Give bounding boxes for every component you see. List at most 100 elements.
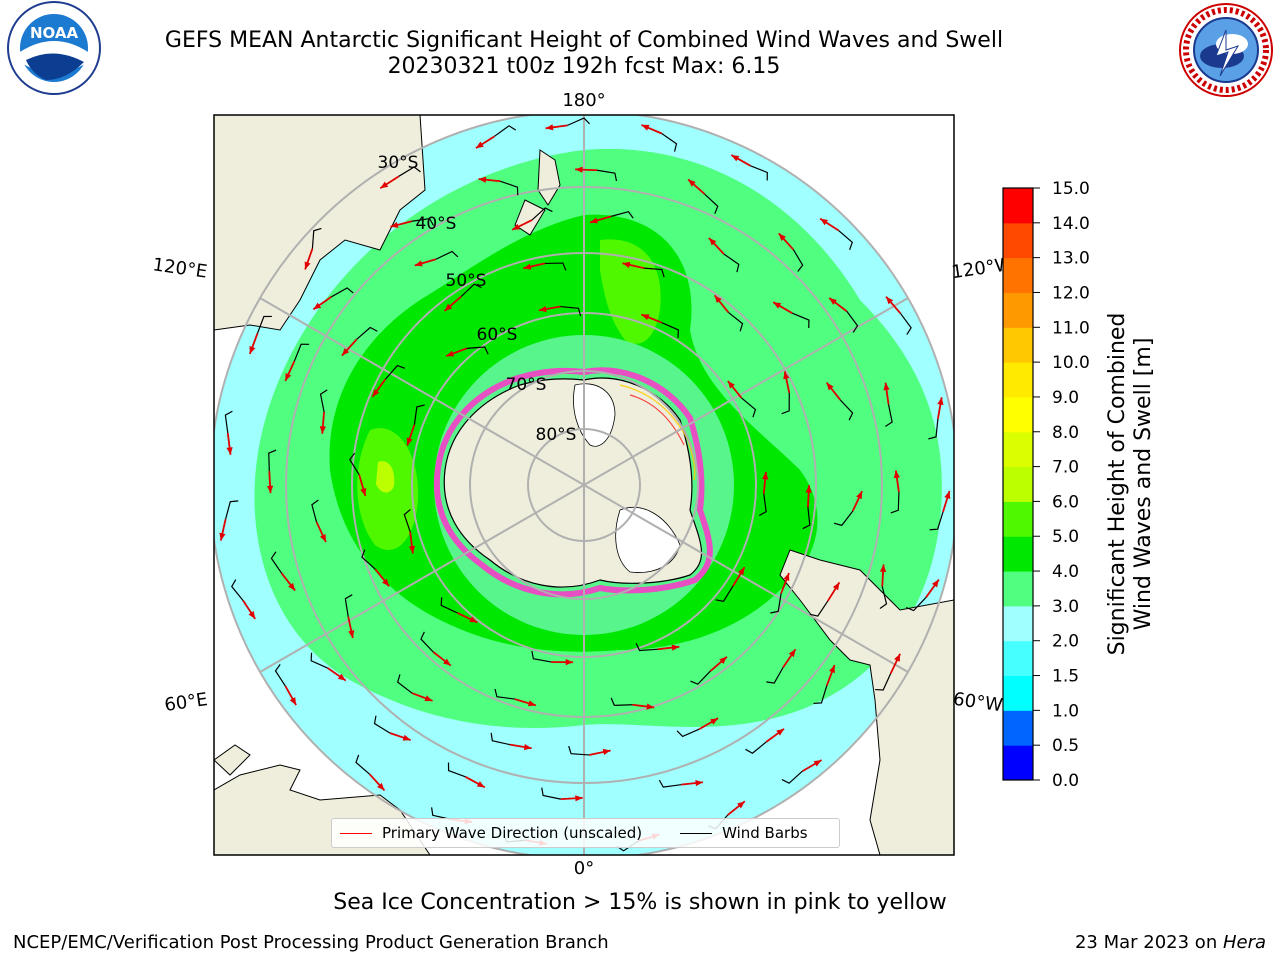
colorbar-tick-label: 6.0 bbox=[1052, 492, 1079, 512]
noaa-logo-text: NOAA bbox=[30, 24, 79, 42]
colorbar-tick-label: 0.0 bbox=[1052, 771, 1079, 791]
wave-arrowhead bbox=[348, 630, 355, 639]
wind-barb bbox=[643, 267, 665, 278]
wind-barb bbox=[906, 597, 927, 612]
wave-arrowhead bbox=[478, 176, 487, 183]
legend-item-barbs: Wind Barbs bbox=[680, 824, 808, 842]
legend-label-wave: Primary Wave Direction (unscaled) bbox=[382, 824, 643, 842]
wind-barb bbox=[331, 287, 354, 298]
colorbar-tick-label: 12.0 bbox=[1052, 283, 1090, 303]
wind-barb bbox=[398, 166, 421, 177]
wave-arrowhead bbox=[883, 382, 890, 391]
land-madagascar bbox=[214, 744, 251, 776]
colorbar-bin bbox=[1003, 257, 1033, 293]
wind-barb bbox=[224, 410, 233, 434]
wave-arrowhead bbox=[408, 545, 416, 554]
wind-barb bbox=[661, 322, 679, 338]
colorbar-tick-label: 7.0 bbox=[1052, 458, 1079, 478]
wave-arrowhead bbox=[622, 261, 631, 268]
wave-arrowhead bbox=[641, 314, 650, 321]
wind-barb bbox=[274, 664, 286, 687]
wind-barb bbox=[460, 283, 482, 297]
colorbar-bin bbox=[1003, 745, 1033, 781]
wind-barb bbox=[466, 346, 489, 355]
land-australia bbox=[214, 115, 426, 331]
wind-barb bbox=[431, 807, 451, 820]
wind-barb bbox=[802, 507, 811, 530]
wind-barb bbox=[256, 315, 272, 334]
wave-arrowhead bbox=[538, 306, 547, 313]
wave-arrowhead bbox=[778, 233, 786, 241]
wind-barb bbox=[715, 585, 734, 602]
lat-label-30s: 30°S bbox=[378, 153, 419, 173]
nws-logo-icon bbox=[1179, 3, 1273, 97]
wave-arrowhead bbox=[727, 380, 735, 389]
wind-barb bbox=[420, 631, 434, 653]
wind-barb bbox=[690, 670, 711, 685]
wave-arrowhead bbox=[894, 653, 901, 662]
wind-barb bbox=[781, 770, 803, 784]
colorbar-bin bbox=[1003, 536, 1033, 572]
wave-arrowhead bbox=[475, 141, 484, 149]
wave-arrowhead bbox=[285, 372, 292, 381]
wave-arrowhead bbox=[469, 616, 478, 623]
wind-barb bbox=[447, 762, 466, 778]
wind-barb bbox=[225, 500, 239, 520]
wave-arrowhead bbox=[319, 534, 326, 543]
wave-arrowhead bbox=[813, 760, 822, 767]
wind-barb bbox=[373, 715, 391, 734]
wind-barb bbox=[311, 227, 322, 249]
wave-arrowhead bbox=[856, 491, 863, 500]
wind-barb bbox=[792, 249, 804, 272]
wind-barb bbox=[385, 364, 406, 380]
footer-host: Hera bbox=[1222, 932, 1266, 953]
wave-arrowhead bbox=[377, 782, 385, 791]
colorbar-tick-label: 5.0 bbox=[1052, 527, 1079, 547]
wave-arrowhead bbox=[695, 779, 703, 787]
wind-barb bbox=[745, 741, 767, 754]
colorbar-tick-label: 15.0 bbox=[1052, 179, 1090, 199]
land-south-america bbox=[779, 549, 954, 855]
wave-arrowhead bbox=[575, 795, 583, 802]
wave-arrowhead bbox=[820, 218, 829, 226]
wave-arrowhead bbox=[337, 673, 346, 681]
wind-barb bbox=[750, 165, 768, 181]
colorbar-bin bbox=[1003, 396, 1033, 433]
wave-arrowhead bbox=[319, 426, 326, 434]
wave-arrowhead bbox=[893, 470, 900, 479]
wind-barb bbox=[231, 579, 244, 601]
colorbar-tick-label: 1.5 bbox=[1052, 667, 1079, 687]
wind-barb bbox=[809, 600, 829, 617]
colorbar-tick-label: 14.0 bbox=[1052, 214, 1090, 234]
wave-arrowhead bbox=[402, 734, 411, 741]
wave-arrowhead bbox=[646, 703, 655, 710]
lat-label-40s: 40°S bbox=[416, 214, 457, 234]
wind-barb bbox=[490, 732, 511, 746]
wave-arrowhead bbox=[249, 345, 256, 354]
wind-barb bbox=[435, 250, 459, 260]
wave-arrowhead bbox=[380, 181, 389, 189]
wind-barb bbox=[899, 312, 912, 335]
lat-label-80s: 80°S bbox=[536, 425, 577, 445]
wind-barb bbox=[293, 343, 310, 362]
wave-arrowhead bbox=[443, 658, 451, 666]
wind-barb bbox=[838, 230, 853, 251]
wind-barb bbox=[567, 117, 591, 126]
graticule bbox=[214, 115, 954, 855]
lon-label-180: 180° bbox=[562, 90, 605, 111]
wind-barb bbox=[268, 449, 277, 472]
wind-barb bbox=[635, 642, 658, 652]
wave-arrowhead bbox=[879, 564, 887, 573]
wind-barb bbox=[676, 728, 700, 738]
colorbar-bin bbox=[1003, 292, 1033, 328]
wind-barb bbox=[355, 754, 370, 775]
wind-barb bbox=[879, 586, 888, 609]
wave-arrowhead bbox=[226, 447, 233, 455]
wave-arrowhead bbox=[714, 295, 722, 304]
legend-swatch-wave bbox=[340, 832, 372, 834]
wind-barb bbox=[356, 326, 378, 340]
colorbar-tick-label: 10.0 bbox=[1052, 353, 1090, 373]
wave-band-6-7 bbox=[376, 461, 395, 493]
